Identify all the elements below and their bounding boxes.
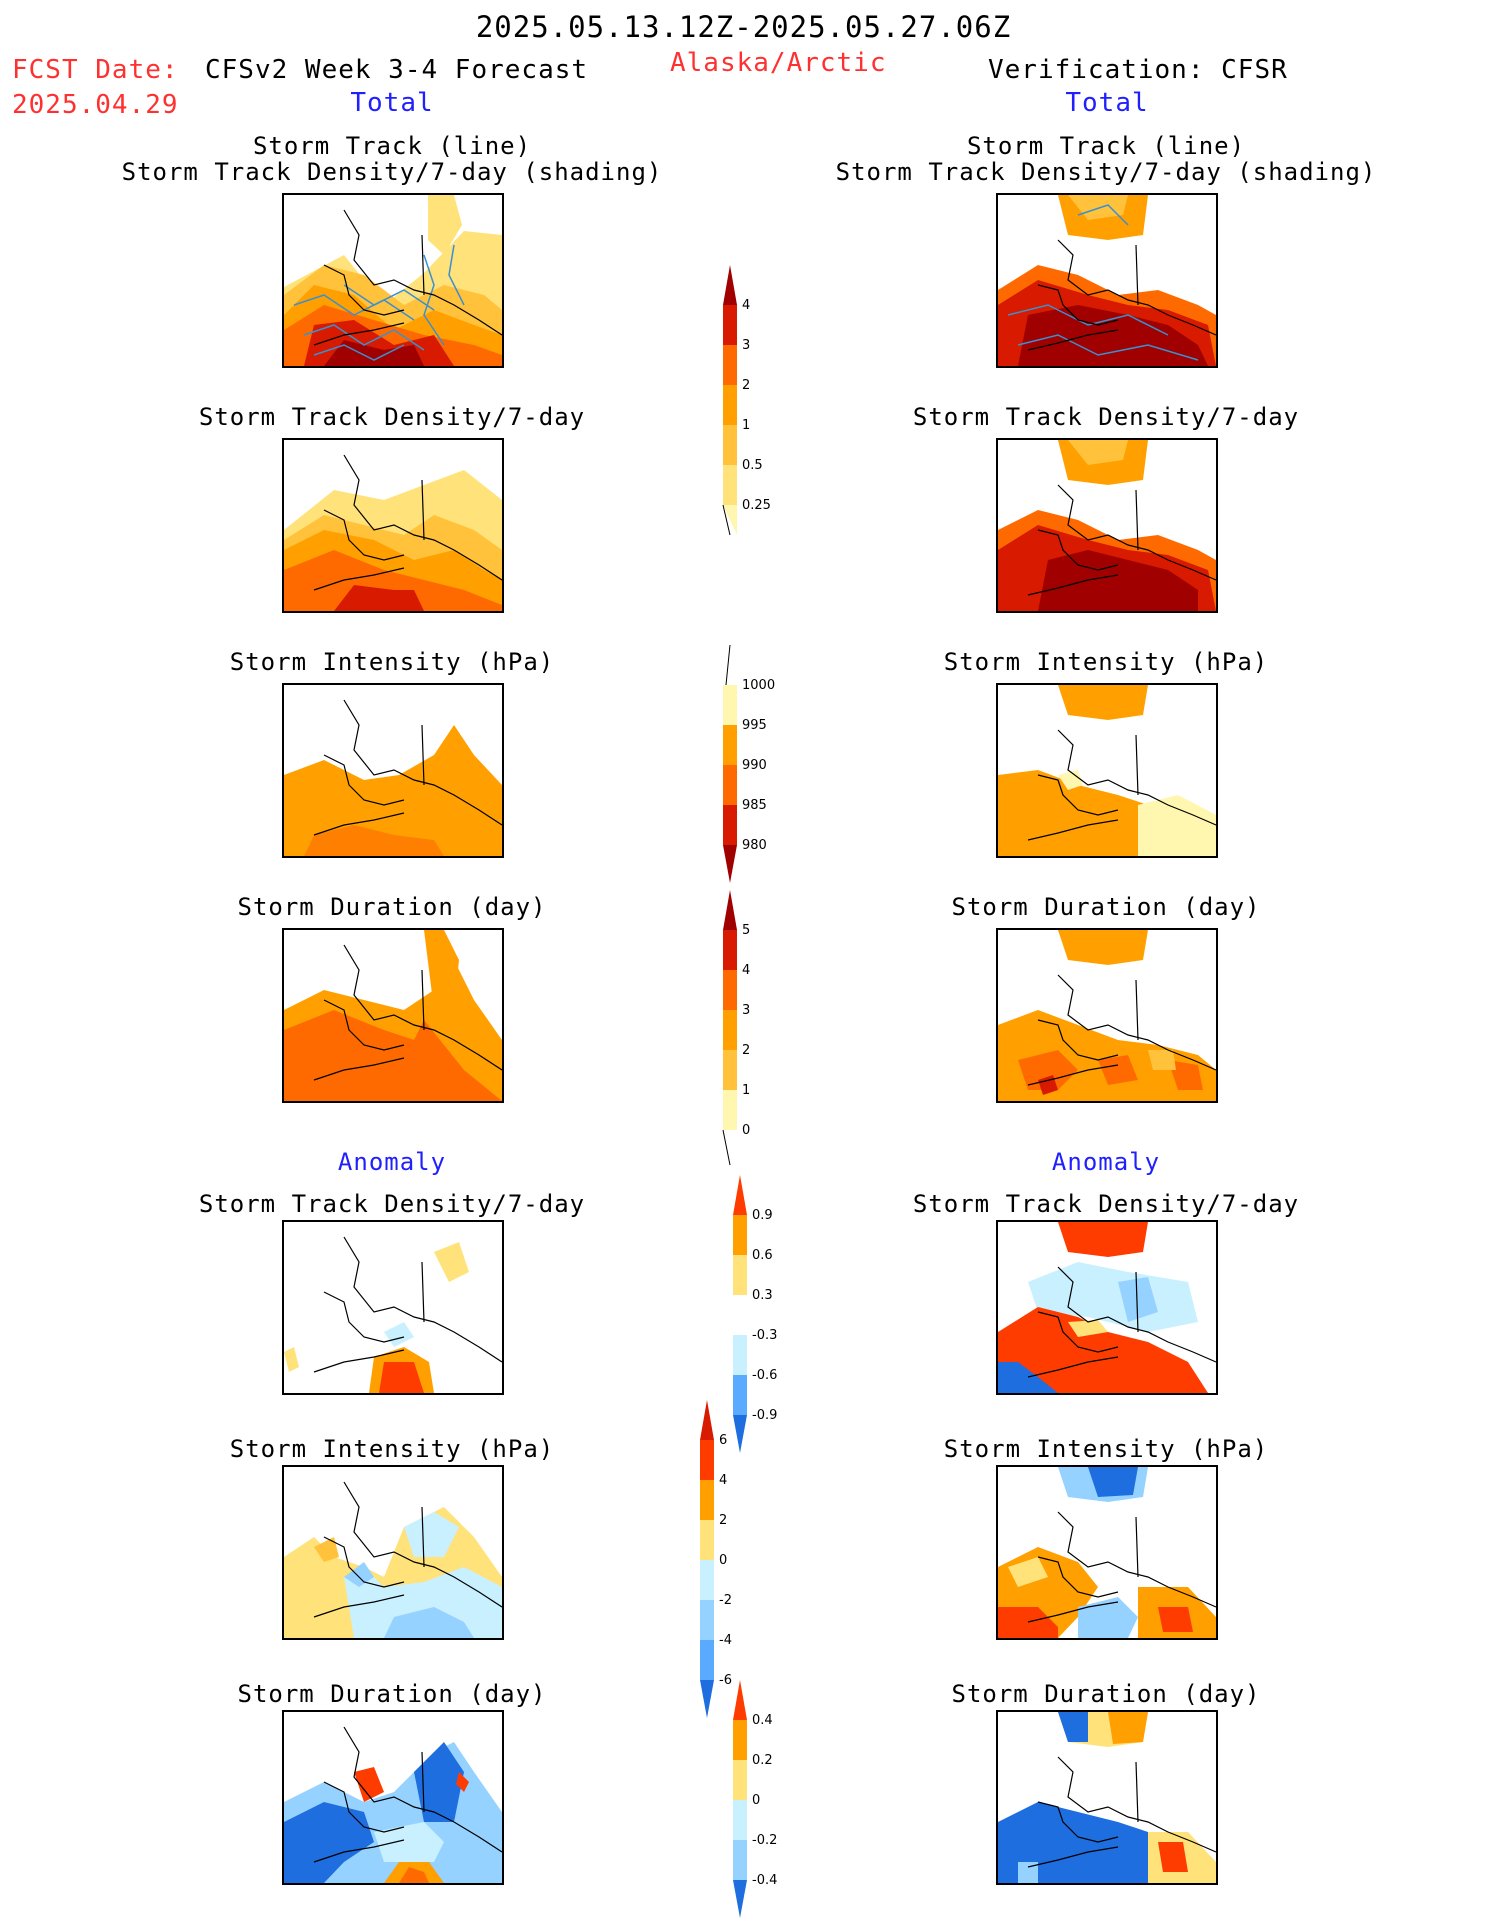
anom-intensity-tick: -2 bbox=[719, 1593, 732, 1608]
left-anom-density-map bbox=[282, 1220, 504, 1395]
right-duration-title: Storm Duration (day) bbox=[951, 893, 1261, 921]
anom-duration-colorbar: 0.4 0.2 0 -0.2 -0.4 bbox=[733, 1680, 777, 1918]
fcst-date-value: 2025.04.29 bbox=[12, 90, 179, 120]
density-colorbar: 4 3 2 1 0.5 0.25 bbox=[722, 265, 771, 536]
date-range-title: 2025.05.13.12Z-2025.05.27.06Z bbox=[475, 10, 1012, 44]
left-track-line-title: Storm Track (line) bbox=[252, 132, 532, 160]
right-density-title: Storm Track Density/7-day bbox=[912, 403, 1300, 431]
right-anom-intensity-map bbox=[996, 1465, 1218, 1640]
anom-duration-tick: 0 bbox=[752, 1793, 760, 1808]
left-track-line-map bbox=[282, 193, 504, 368]
right-track-shading-title: Storm Track Density/7-day (shading) bbox=[835, 158, 1377, 186]
right-anom-duration-map bbox=[996, 1710, 1218, 1885]
right-anom-duration-title: Storm Duration (day) bbox=[951, 1680, 1261, 1708]
right-anom-intensity-title: Storm Intensity (hPa) bbox=[943, 1435, 1269, 1463]
right-intensity-title: Storm Intensity (hPa) bbox=[943, 648, 1269, 676]
right-total-label: Total bbox=[1065, 88, 1149, 118]
left-density-map bbox=[282, 438, 504, 613]
duration-colorbar: 5 4 3 2 1 0 bbox=[722, 890, 750, 1166]
intensity-tick: 985 bbox=[742, 798, 767, 813]
verification-title: Verification: CFSR bbox=[988, 55, 1288, 85]
left-duration-title: Storm Duration (day) bbox=[237, 893, 547, 921]
left-intensity-map bbox=[282, 683, 504, 858]
region-title: Alaska/Arctic bbox=[670, 48, 887, 78]
duration-tick: 2 bbox=[742, 1043, 750, 1058]
model-title: CFSv2 Week 3-4 Forecast bbox=[205, 55, 589, 85]
density-tick: 0.25 bbox=[742, 498, 771, 513]
anom-intensity-tick: -4 bbox=[719, 1633, 732, 1648]
density-tick: 1 bbox=[742, 418, 750, 433]
anom-intensity-tick: 6 bbox=[719, 1433, 727, 1448]
left-intensity-title: Storm Intensity (hPa) bbox=[229, 648, 555, 676]
left-anom-intensity-map bbox=[282, 1465, 504, 1640]
right-anomaly-label: Anomaly bbox=[1051, 1148, 1161, 1176]
fcst-date-label: FCST Date: bbox=[12, 55, 179, 85]
duration-tick: 4 bbox=[742, 963, 750, 978]
anom-intensity-colorbar: 6 4 2 0 -2 -4 -6 bbox=[700, 1400, 732, 1718]
duration-tick: 1 bbox=[742, 1083, 750, 1098]
right-density-map bbox=[996, 438, 1218, 613]
density-tick: 3 bbox=[742, 338, 750, 353]
anom-duration-tick: -0.2 bbox=[752, 1833, 777, 1848]
left-anom-duration-map bbox=[282, 1710, 504, 1885]
left-anomaly-label: Anomaly bbox=[337, 1148, 447, 1176]
anom-intensity-tick: -6 bbox=[719, 1673, 732, 1688]
right-intensity-map bbox=[996, 683, 1218, 858]
right-track-line-map bbox=[996, 193, 1218, 368]
left-anom-duration-title: Storm Duration (day) bbox=[237, 1680, 547, 1708]
right-duration-map bbox=[996, 928, 1218, 1103]
anom-duration-tick: -0.4 bbox=[752, 1873, 777, 1888]
duration-tick: 0 bbox=[742, 1123, 750, 1138]
density-tick: 4 bbox=[742, 298, 750, 313]
density-tick: 0.5 bbox=[742, 458, 763, 473]
anom-density-colorbar: 0.9 0.6 0.3 -0.3 -0.6 -0.9 bbox=[733, 1175, 777, 1453]
density-tick: 2 bbox=[742, 378, 750, 393]
left-density-title: Storm Track Density/7-day bbox=[198, 403, 586, 431]
left-track-shading-title: Storm Track Density/7-day (shading) bbox=[121, 158, 663, 186]
anom-duration-tick: 0.2 bbox=[752, 1753, 773, 1768]
anom-density-tick: -0.3 bbox=[752, 1328, 777, 1343]
anom-density-tick: 0.6 bbox=[752, 1248, 773, 1263]
anom-intensity-tick: 2 bbox=[719, 1513, 727, 1528]
duration-tick: 5 bbox=[742, 923, 750, 938]
left-total-label: Total bbox=[350, 88, 434, 118]
anom-density-tick: -0.6 bbox=[752, 1368, 777, 1383]
intensity-tick: 990 bbox=[742, 758, 767, 773]
anom-density-tick: 0.9 bbox=[752, 1208, 773, 1223]
right-anom-density-title: Storm Track Density/7-day bbox=[912, 1190, 1300, 1218]
anom-intensity-tick: 4 bbox=[719, 1473, 727, 1488]
intensity-tick: 980 bbox=[742, 838, 767, 853]
right-anom-density-map bbox=[996, 1220, 1218, 1395]
intensity-tick: 995 bbox=[742, 718, 767, 733]
intensity-colorbar: 1000 995 990 985 980 bbox=[723, 645, 775, 883]
intensity-tick: 1000 bbox=[742, 678, 775, 693]
left-duration-map bbox=[282, 928, 504, 1103]
left-anom-density-title: Storm Track Density/7-day bbox=[198, 1190, 586, 1218]
anom-duration-tick: 0.4 bbox=[752, 1713, 773, 1728]
anom-intensity-tick: 0 bbox=[719, 1553, 727, 1568]
left-anom-intensity-title: Storm Intensity (hPa) bbox=[229, 1435, 555, 1463]
anom-density-tick: -0.9 bbox=[752, 1408, 777, 1423]
right-track-line-title: Storm Track (line) bbox=[966, 132, 1246, 160]
duration-tick: 3 bbox=[742, 1003, 750, 1018]
anom-density-tick: 0.3 bbox=[752, 1288, 773, 1303]
